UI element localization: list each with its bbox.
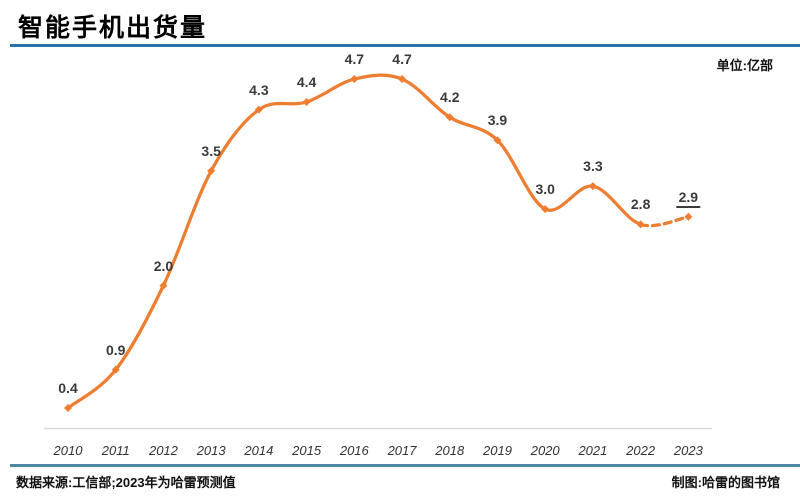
data-point-marker (398, 75, 407, 84)
x-axis-label: 2011 (101, 443, 130, 458)
data-label: 4.4 (296, 74, 317, 90)
data-label: 4.2 (440, 89, 460, 106)
trend-line-solid (66, 73, 643, 410)
page-title: 智能手机出货量 (18, 14, 208, 42)
data-point-marker (684, 212, 693, 221)
unit-label: 单位:亿部 (716, 58, 773, 73)
data-label: 2.9 (676, 189, 701, 208)
data-label: 4.7 (392, 51, 412, 68)
x-axis-label: 2022 (626, 443, 656, 458)
data-point-marker (159, 281, 168, 290)
x-axis-label: 2013 (196, 443, 226, 458)
x-axis-label: 2015 (292, 443, 322, 458)
x-axis-label: 2018 (435, 443, 465, 458)
x-axis-label: 2016 (339, 443, 369, 458)
credit-note: 制图:哈雷的图书馆 (671, 475, 780, 490)
x-axis-label: 2012 (148, 443, 178, 458)
footer-divider (10, 464, 800, 467)
x-axis-label: 2021 (578, 443, 608, 458)
x-axis-label: 2019 (483, 443, 512, 458)
data-point-marker (350, 75, 359, 84)
x-axis-label: 2017 (387, 443, 417, 458)
x-axis-label: 2014 (244, 443, 274, 458)
data-label: 3.0 (535, 181, 555, 198)
data-label: 4.7 (344, 51, 365, 68)
data-point-marker (493, 136, 502, 145)
data-point-marker (445, 113, 454, 122)
data-label: 4.3 (249, 81, 269, 98)
title-divider (10, 44, 800, 47)
data-label: 2.8 (630, 196, 651, 213)
x-axis-label: 2020 (530, 443, 560, 458)
data-label: 3.5 (201, 142, 221, 159)
data-point-marker (302, 98, 311, 106)
data-point-marker (111, 365, 120, 374)
data-source-note: 数据来源:工信部;2023年为哈雷预测值 (16, 475, 236, 490)
data-point-marker (636, 220, 645, 229)
data-point-marker (254, 105, 263, 114)
x-axis-label: 2023 (673, 443, 703, 458)
data-point-marker (541, 205, 550, 214)
data-point-marker (207, 166, 216, 175)
data-point-marker (64, 404, 72, 412)
trend-line-forecast-dashed (638, 215, 691, 228)
data-label: 3.3 (583, 158, 603, 175)
data-label: 0.9 (105, 341, 126, 358)
x-axis-label: 2010 (53, 443, 83, 458)
data-point-marker (588, 182, 597, 191)
data-label: 3.9 (487, 112, 508, 129)
data-label: 0.4 (58, 380, 78, 396)
data-label: 2.0 (153, 257, 174, 274)
